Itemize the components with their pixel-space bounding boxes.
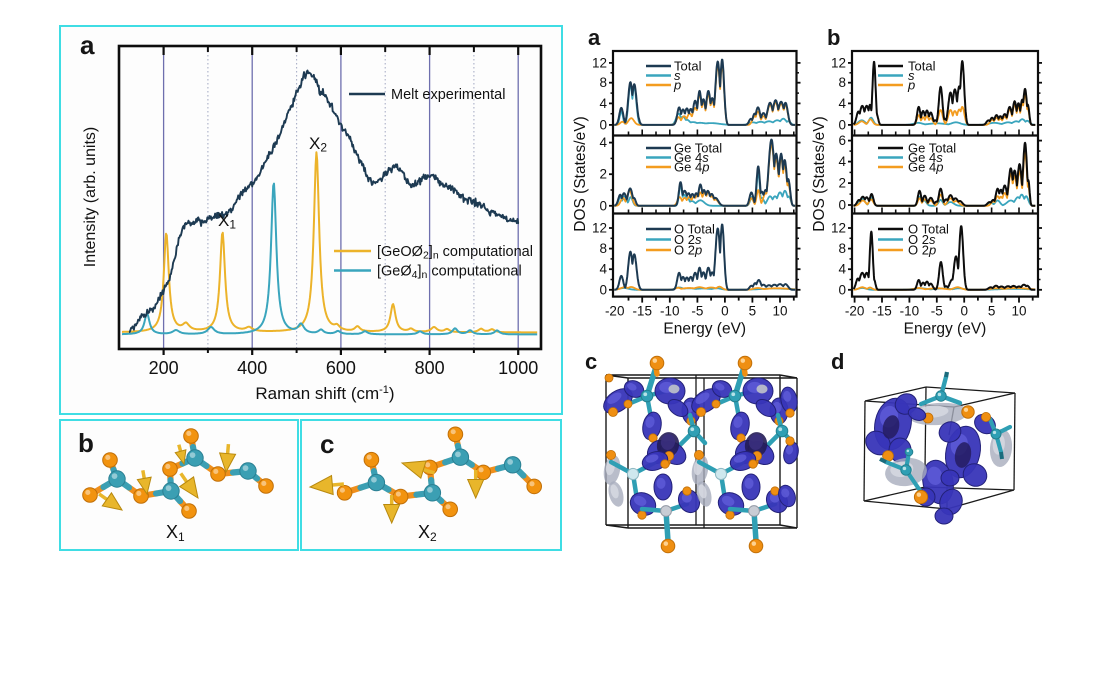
svg-text:200: 200 [149,358,179,378]
svg-text:8: 8 [599,75,607,90]
svg-text:0: 0 [838,117,846,132]
svg-text:5: 5 [749,304,757,319]
svg-text:Ge Total: Ge Total [674,141,722,156]
svg-text:Ge 4s: Ge 4s [908,150,943,165]
svg-text:Total: Total [674,59,702,74]
svg-text:0: 0 [599,198,607,213]
svg-text:-10: -10 [660,304,680,319]
svg-text:Total: Total [908,59,936,74]
svg-text:-20: -20 [845,304,865,319]
svg-text:2: 2 [599,167,607,182]
svg-text:-15: -15 [872,304,892,319]
svg-text:-10: -10 [900,304,920,319]
svg-text:12: 12 [831,55,846,70]
svg-text:d: d [831,349,844,374]
svg-text:-20: -20 [605,304,625,319]
svg-text:Ge 4s: Ge 4s [674,150,709,165]
svg-text:Ge Total: Ge Total [908,141,956,156]
svg-text:4: 4 [838,96,846,111]
svg-text:4: 4 [599,262,607,277]
svg-text:Intensity (arb. units): Intensity (arb. units) [82,127,99,268]
svg-text:-15: -15 [632,304,652,319]
svg-text:Ge 4p: Ge 4p [908,160,943,175]
svg-text:b: b [78,428,94,458]
svg-text:O Total: O Total [674,222,715,237]
svg-text:600: 600 [326,358,356,378]
svg-text:12: 12 [592,221,607,236]
svg-text:4: 4 [599,96,607,111]
svg-text:c: c [585,349,597,374]
svg-text:s: s [674,68,681,83]
svg-text:0: 0 [599,282,607,297]
svg-text:b: b [827,25,840,50]
svg-text:p: p [907,78,915,93]
svg-text:Raman shift (cm-1): Raman shift (cm-1) [255,384,394,403]
svg-text:Energy (eV): Energy (eV) [663,321,746,338]
svg-text:a: a [80,30,95,60]
svg-text:[GeOØ2]n computational: [GeOØ2]n computational [377,244,533,262]
svg-text:O 2s: O 2s [674,232,702,247]
svg-text:p: p [673,78,681,93]
svg-text:0: 0 [721,304,729,319]
svg-text:O Total: O Total [908,222,949,237]
svg-text:8: 8 [838,75,846,90]
svg-text:s: s [908,68,915,83]
svg-text:10: 10 [1011,304,1026,319]
svg-text:O 2s: O 2s [908,232,936,247]
svg-text:8: 8 [838,241,846,256]
svg-text:6: 6 [838,133,846,148]
svg-text:O 2p: O 2p [674,243,702,258]
svg-text:4: 4 [838,262,846,277]
svg-text:4: 4 [838,154,846,169]
svg-text:Melt experimental: Melt experimental [391,87,505,103]
svg-text:12: 12 [592,55,607,70]
svg-text:1000: 1000 [498,358,538,378]
svg-text:12: 12 [831,221,846,236]
svg-text:2: 2 [838,176,846,191]
svg-text:-5: -5 [691,304,703,319]
svg-text:800: 800 [415,358,445,378]
svg-text:0: 0 [838,282,846,297]
svg-text:400: 400 [237,358,267,378]
svg-text:Ge 4p: Ge 4p [674,160,709,175]
svg-text:-5: -5 [931,304,943,319]
svg-text:5: 5 [988,304,996,319]
svg-text:0: 0 [599,117,607,132]
svg-text:O 2p: O 2p [908,243,936,258]
svg-text:Energy (eV): Energy (eV) [904,321,987,338]
svg-text:0: 0 [960,304,968,319]
svg-text:4: 4 [599,135,607,150]
svg-text:[GeØ4]n computational: [GeØ4]n computational [377,264,522,282]
svg-text:10: 10 [772,304,787,319]
svg-text:0: 0 [838,198,846,213]
svg-text:8: 8 [599,241,607,256]
svg-text:DOS (States/eV): DOS (States/eV) [572,116,589,231]
svg-text:c: c [320,429,334,459]
svg-text:DOS (States/eV): DOS (States/eV) [811,116,828,231]
svg-text:a: a [588,25,601,50]
